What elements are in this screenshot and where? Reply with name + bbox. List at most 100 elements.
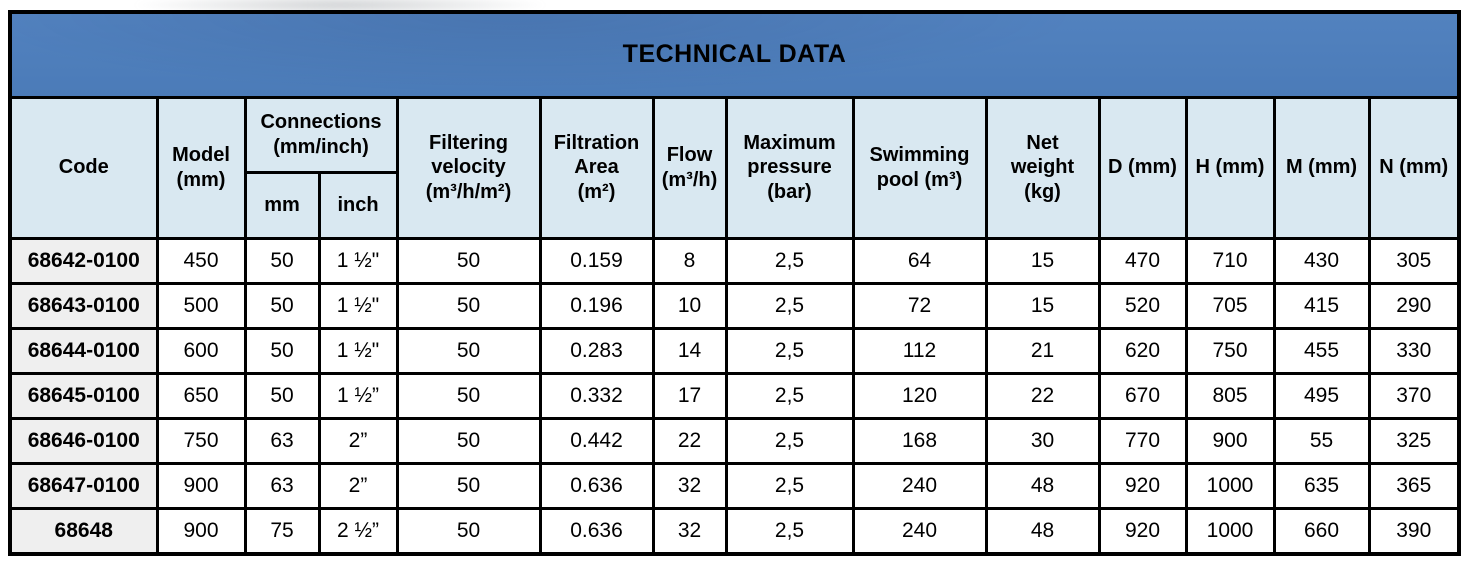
data-cell: 0.636 (538, 507, 655, 556)
code-cell: 68646-0100 (8, 417, 159, 466)
data-cell: 63 (243, 417, 321, 466)
technical-data-table: TECHNICAL DATA Code Model (mm) Connectio… (8, 10, 1461, 556)
data-cell: 50 (395, 462, 542, 511)
data-cell: 32 (651, 462, 728, 511)
col-header-swimming-pool: Swimming pool (m³) (851, 95, 988, 240)
data-cell: 50 (395, 371, 542, 421)
data-cell: 48 (984, 507, 1101, 556)
data-cell: 370 (1367, 371, 1461, 421)
data-cell: 600 (155, 326, 247, 375)
col-header-connections-mm: mm (243, 170, 321, 240)
table-row: 68644-0100 600 50 1 ½" 50 0.283 14 2,5 1… (8, 326, 1461, 375)
header-row: Code Model (mm) Connections (mm/inch) Fi… (8, 95, 1461, 240)
data-cell: 920 (1097, 462, 1188, 511)
data-cell: 920 (1097, 507, 1188, 556)
code-cell: 68643-0100 (8, 281, 159, 330)
data-cell: 415 (1272, 281, 1371, 330)
data-cell: 2,5 (724, 236, 855, 285)
data-cell: 430 (1272, 236, 1371, 285)
data-cell: 650 (155, 371, 247, 421)
col-header-code: Code (8, 95, 159, 240)
data-cell: 2,5 (724, 326, 855, 375)
data-cell: 620 (1097, 326, 1188, 375)
data-cell: 900 (155, 507, 247, 556)
table-row: 68646-0100 750 63 2” 50 0.442 22 2,5 168… (8, 417, 1461, 466)
code-cell: 68645-0100 (8, 371, 159, 421)
title-row: TECHNICAL DATA (8, 10, 1461, 99)
data-cell: 8 (651, 236, 728, 285)
data-cell: 2,5 (724, 462, 855, 511)
data-cell: 900 (1184, 417, 1276, 466)
data-cell: 710 (1184, 236, 1276, 285)
data-cell: 290 (1367, 281, 1461, 330)
data-cell: 390 (1367, 507, 1461, 556)
data-cell: 14 (651, 326, 728, 375)
data-cell: 50 (395, 236, 542, 285)
table-row: 68643-0100 500 50 1 ½" 50 0.196 10 2,5 7… (8, 281, 1461, 330)
data-cell: 168 (851, 417, 988, 466)
col-header-d-mm: D (mm) (1097, 95, 1188, 240)
data-cell: 1000 (1184, 462, 1276, 511)
data-cell: 770 (1097, 417, 1188, 466)
data-cell: 1 ½" (317, 281, 399, 330)
table-row: 68645-0100 650 50 1 ½” 50 0.332 17 2,5 1… (8, 371, 1461, 421)
data-cell: 15 (984, 236, 1101, 285)
data-cell: 0.159 (538, 236, 655, 285)
col-header-filtering-velocity: Filtering velocity (m³/h/m²) (395, 95, 542, 240)
data-cell: 50 (395, 281, 542, 330)
table-title: TECHNICAL DATA (8, 10, 1461, 99)
data-cell: 660 (1272, 507, 1371, 556)
data-cell: 15 (984, 281, 1101, 330)
data-cell: 2 ½” (317, 507, 399, 556)
data-cell: 455 (1272, 326, 1371, 375)
data-cell: 1 ½” (317, 371, 399, 421)
data-cell: 0.283 (538, 326, 655, 375)
data-cell: 0.332 (538, 371, 655, 421)
data-cell: 22 (984, 371, 1101, 421)
data-cell: 1000 (1184, 507, 1276, 556)
code-cell: 68648 (8, 507, 159, 556)
data-cell: 63 (243, 462, 321, 511)
data-cell: 750 (155, 417, 247, 466)
data-cell: 0.442 (538, 417, 655, 466)
data-cell: 900 (155, 462, 247, 511)
data-cell: 32 (651, 507, 728, 556)
data-cell: 22 (651, 417, 728, 466)
data-cell: 2,5 (724, 371, 855, 421)
data-cell: 2,5 (724, 507, 855, 556)
data-cell: 330 (1367, 326, 1461, 375)
data-cell: 50 (395, 507, 542, 556)
data-cell: 2,5 (724, 417, 855, 466)
data-cell: 325 (1367, 417, 1461, 466)
code-cell: 68647-0100 (8, 462, 159, 511)
col-header-connections-inch: inch (317, 170, 399, 240)
data-cell: 495 (1272, 371, 1371, 421)
col-header-model: Model (mm) (155, 95, 247, 240)
data-cell: 470 (1097, 236, 1188, 285)
col-header-connections: Connections (mm/inch) (243, 95, 399, 174)
data-cell: 50 (243, 371, 321, 421)
header-subrow: mm inch (10, 170, 1459, 240)
data-cell: 50 (395, 417, 542, 466)
data-cell: 75 (243, 507, 321, 556)
table-row: 68642-0100 450 50 1 ½" 50 0.159 8 2,5 64… (8, 236, 1461, 285)
data-cell: 112 (851, 326, 988, 375)
data-cell: 635 (1272, 462, 1371, 511)
data-cell: 0.196 (538, 281, 655, 330)
table-row: 68647-0100 900 63 2” 50 0.636 32 2,5 240… (8, 462, 1461, 511)
data-cell: 50 (395, 326, 542, 375)
code-cell: 68642-0100 (8, 236, 159, 285)
data-cell: 520 (1097, 281, 1188, 330)
data-cell: 805 (1184, 371, 1276, 421)
data-cell: 305 (1367, 236, 1461, 285)
data-cell: 240 (851, 507, 988, 556)
data-cell: 48 (984, 462, 1101, 511)
data-cell: 120 (851, 371, 988, 421)
data-cell: 50 (243, 326, 321, 375)
data-cell: 705 (1184, 281, 1276, 330)
data-cell: 30 (984, 417, 1101, 466)
data-cell: 17 (651, 371, 728, 421)
col-header-filtration-area: Filtration Area (m²) (538, 95, 655, 240)
data-cell: 450 (155, 236, 247, 285)
